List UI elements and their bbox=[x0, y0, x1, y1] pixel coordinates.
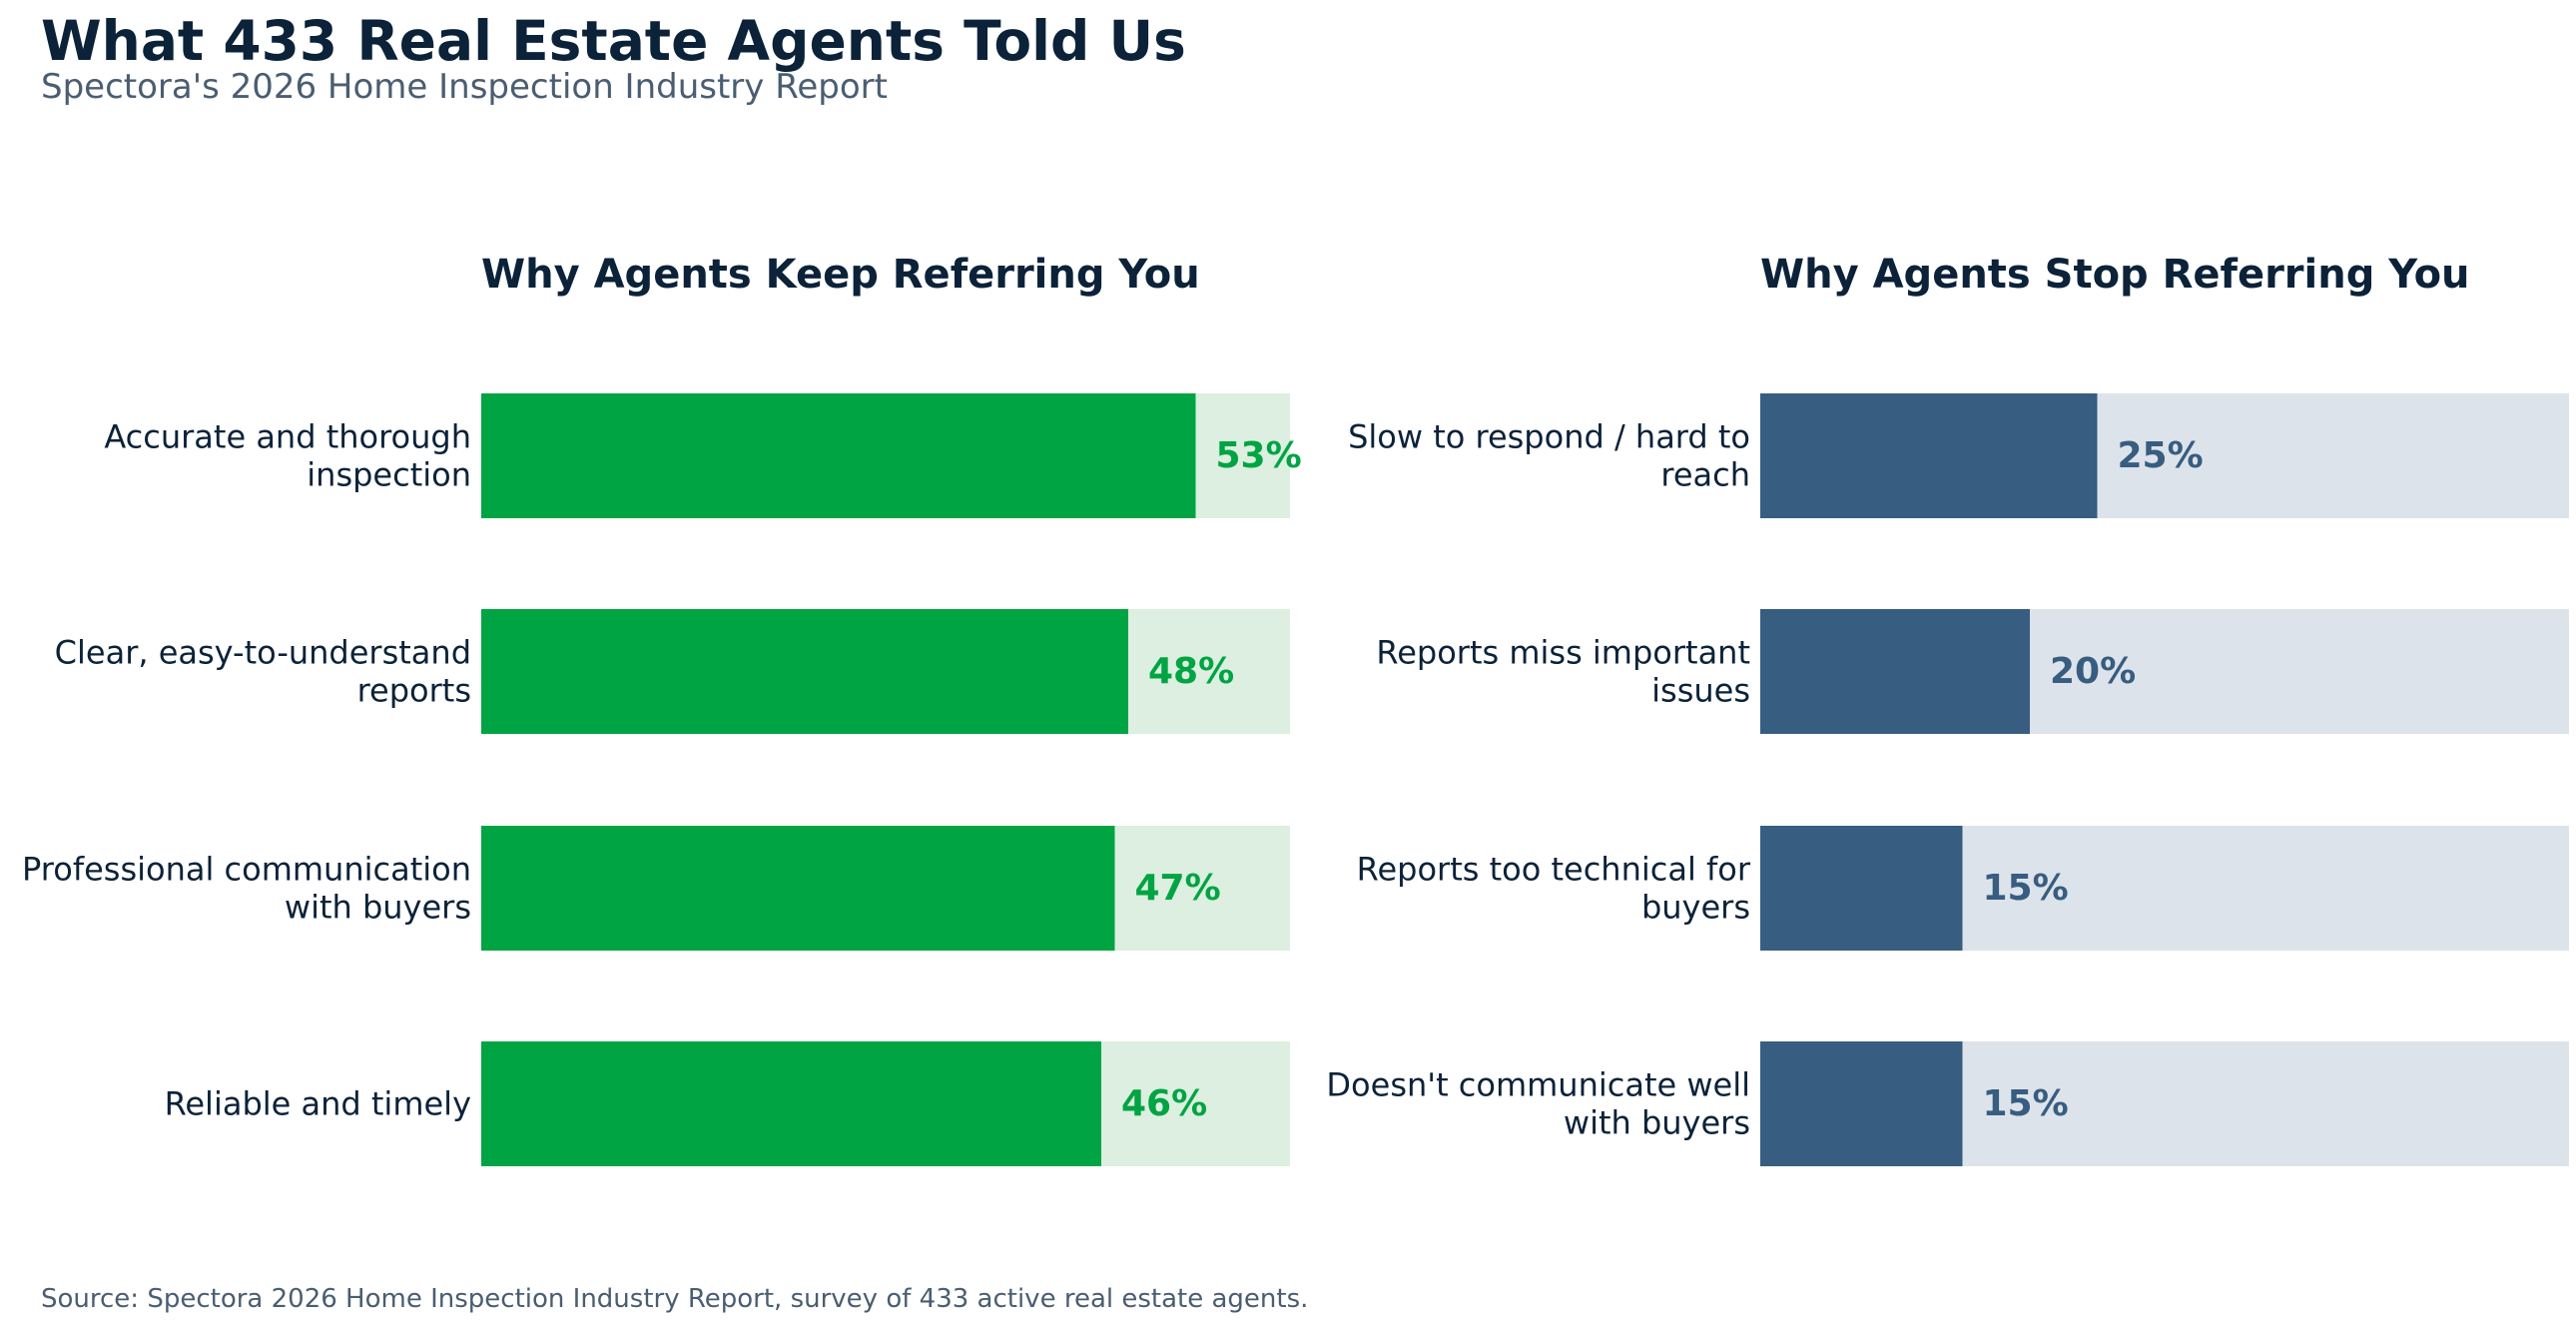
category-label-line: with buyers bbox=[285, 889, 471, 927]
category-label: Reports too technical for buyers bbox=[1357, 851, 1751, 927]
category-label: Reports miss important issues bbox=[1376, 634, 1750, 710]
category-label-line: Slow to respond / hard to bbox=[1348, 418, 1750, 456]
category-label-line: with buyers bbox=[1564, 1104, 1750, 1142]
chart-main-title: What 433 Real Estate Agents Told Us bbox=[41, 9, 1186, 73]
bar bbox=[481, 393, 1196, 518]
bar bbox=[481, 609, 1128, 734]
category-label-line: Reports miss important bbox=[1376, 634, 1750, 672]
category-label: Reliable and timely bbox=[165, 1085, 471, 1123]
category-label-line: inspection bbox=[307, 456, 471, 494]
category-label-line: issues bbox=[1651, 672, 1750, 710]
category-label-line: Clear, easy-to-understand bbox=[55, 634, 471, 672]
category-label-line: Accurate and thorough bbox=[104, 418, 471, 456]
bar-value-label: 53% bbox=[1216, 435, 1302, 476]
bar bbox=[1760, 826, 1963, 951]
bar bbox=[1760, 1041, 1963, 1166]
category-label: Professional communication with buyers bbox=[22, 851, 471, 927]
panel-keep-referring: Why Agents Keep Referring You 53% Accurate… bbox=[22, 252, 1302, 1166]
source-note: Source: Spectora 2026 Home Inspection In… bbox=[41, 1284, 1309, 1314]
category-label-line: reach bbox=[1660, 456, 1750, 494]
bar bbox=[1760, 609, 2030, 734]
category-label-line: Doesn't communicate well bbox=[1326, 1066, 1750, 1104]
category-label-line: Professional communication bbox=[22, 851, 471, 889]
bar bbox=[481, 1041, 1101, 1166]
bar-value-label: 15% bbox=[1983, 1083, 2069, 1124]
panel-title-stop: Why Agents Stop Referring You bbox=[1760, 252, 2470, 298]
category-label-line: Reliable and timely bbox=[165, 1085, 471, 1123]
bar bbox=[1760, 393, 2098, 518]
chart-subtitle: Spectora's 2026 Home Inspection Industry… bbox=[41, 67, 888, 107]
category-label-line: Reports too technical for bbox=[1357, 851, 1751, 889]
bar-value-label: 46% bbox=[1121, 1083, 1207, 1124]
category-label: Doesn't communicate well with buyers bbox=[1326, 1066, 1750, 1142]
bar-value-label: 48% bbox=[1148, 651, 1234, 692]
category-label-line: reports bbox=[357, 672, 471, 710]
panel-stop-referring: Why Agents Stop Referring You 25% Slow to … bbox=[1326, 252, 2569, 1166]
bar-value-label: 25% bbox=[2118, 435, 2204, 476]
category-label: Accurate and thorough inspection bbox=[104, 418, 471, 494]
category-label: Clear, easy-to-understand reports bbox=[55, 634, 471, 710]
category-label: Slow to respond / hard to reach bbox=[1348, 418, 1750, 494]
bar-value-label: 47% bbox=[1135, 868, 1221, 909]
bar bbox=[481, 826, 1115, 951]
panel-title-keep: Why Agents Keep Referring You bbox=[481, 252, 1200, 298]
category-label-line: buyers bbox=[1641, 889, 1750, 927]
bar-value-label: 20% bbox=[2050, 651, 2136, 692]
bar-value-label: 15% bbox=[1983, 868, 2069, 909]
